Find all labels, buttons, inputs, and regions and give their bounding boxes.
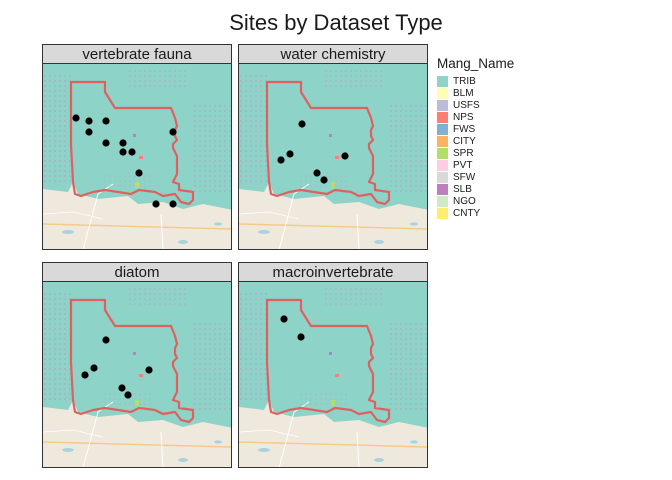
- legend-item-spr: SPR: [437, 147, 514, 159]
- legend-label: FWS: [453, 123, 476, 135]
- legend-swatch: [437, 123, 448, 135]
- legend-label: NGO: [453, 195, 476, 207]
- figure-title: Sites by Dataset Type: [229, 10, 443, 35]
- legend-swatch: [437, 147, 448, 159]
- legend-item-cnty: CNTY: [437, 207, 514, 219]
- site-points: [277, 120, 349, 184]
- legend-label: SFW: [453, 171, 476, 183]
- legend-title: Mang_Name: [437, 56, 515, 71]
- facet-map: [42, 282, 232, 468]
- legend-item-usfs: USFS: [437, 99, 514, 111]
- legend-label: CNTY: [453, 207, 481, 219]
- panel-macroinvertebrate: macroinvertebrate: [238, 262, 428, 468]
- legend-item-nps: NPS: [437, 111, 514, 123]
- legend-swatch: [437, 111, 448, 123]
- legend: Mang_Name TRIB BLM USFS NPS FWS CITY SPR PVT SFW…: [437, 56, 514, 219]
- facet-map: [42, 64, 232, 250]
- legend-item-trib: TRIB: [437, 75, 514, 87]
- legend-swatch: [437, 195, 448, 207]
- facet-strip-label: diatom: [42, 262, 232, 282]
- site-points: [280, 315, 305, 341]
- legend-label: NPS: [453, 111, 474, 123]
- legend-label: SLB: [453, 183, 472, 195]
- legend-label: TRIB: [453, 75, 476, 87]
- panel-vertebrate-fauna: vertebrate fauna: [42, 44, 232, 250]
- legend-label: SPR: [453, 147, 474, 159]
- site-points: [81, 336, 153, 399]
- legend-swatch: [437, 207, 448, 219]
- legend-label: PVT: [453, 159, 473, 171]
- legend-swatch: [437, 87, 448, 99]
- facet-map: [238, 64, 428, 250]
- panel-diatom: diatom: [42, 262, 232, 468]
- legend-swatch: [437, 75, 448, 87]
- facet-strip-label: water chemistry: [238, 44, 428, 64]
- legend-label: CITY: [453, 135, 476, 147]
- legend-label: USFS: [453, 99, 480, 111]
- legend-item-ngo: NGO: [437, 195, 514, 207]
- facet-map: [238, 282, 428, 468]
- legend-item-pvt: PVT: [437, 159, 514, 171]
- legend-label: BLM: [453, 87, 474, 99]
- legend-item-slb: SLB: [437, 183, 514, 195]
- panel-water-chemistry: water chemistry: [238, 44, 428, 250]
- legend-swatch: [437, 171, 448, 183]
- legend-item-sfw: SFW: [437, 171, 514, 183]
- legend-item-blm: BLM: [437, 87, 514, 99]
- legend-swatch: [437, 183, 448, 195]
- facet-strip-label: macroinvertebrate: [238, 262, 428, 282]
- legend-swatch: [437, 99, 448, 111]
- legend-item-fws: FWS: [437, 123, 514, 135]
- site-points: [72, 114, 177, 208]
- legend-swatch: [437, 135, 448, 147]
- legend-swatch: [437, 159, 448, 171]
- facet-strip-label: vertebrate fauna: [42, 44, 232, 64]
- legend-item-city: CITY: [437, 135, 514, 147]
